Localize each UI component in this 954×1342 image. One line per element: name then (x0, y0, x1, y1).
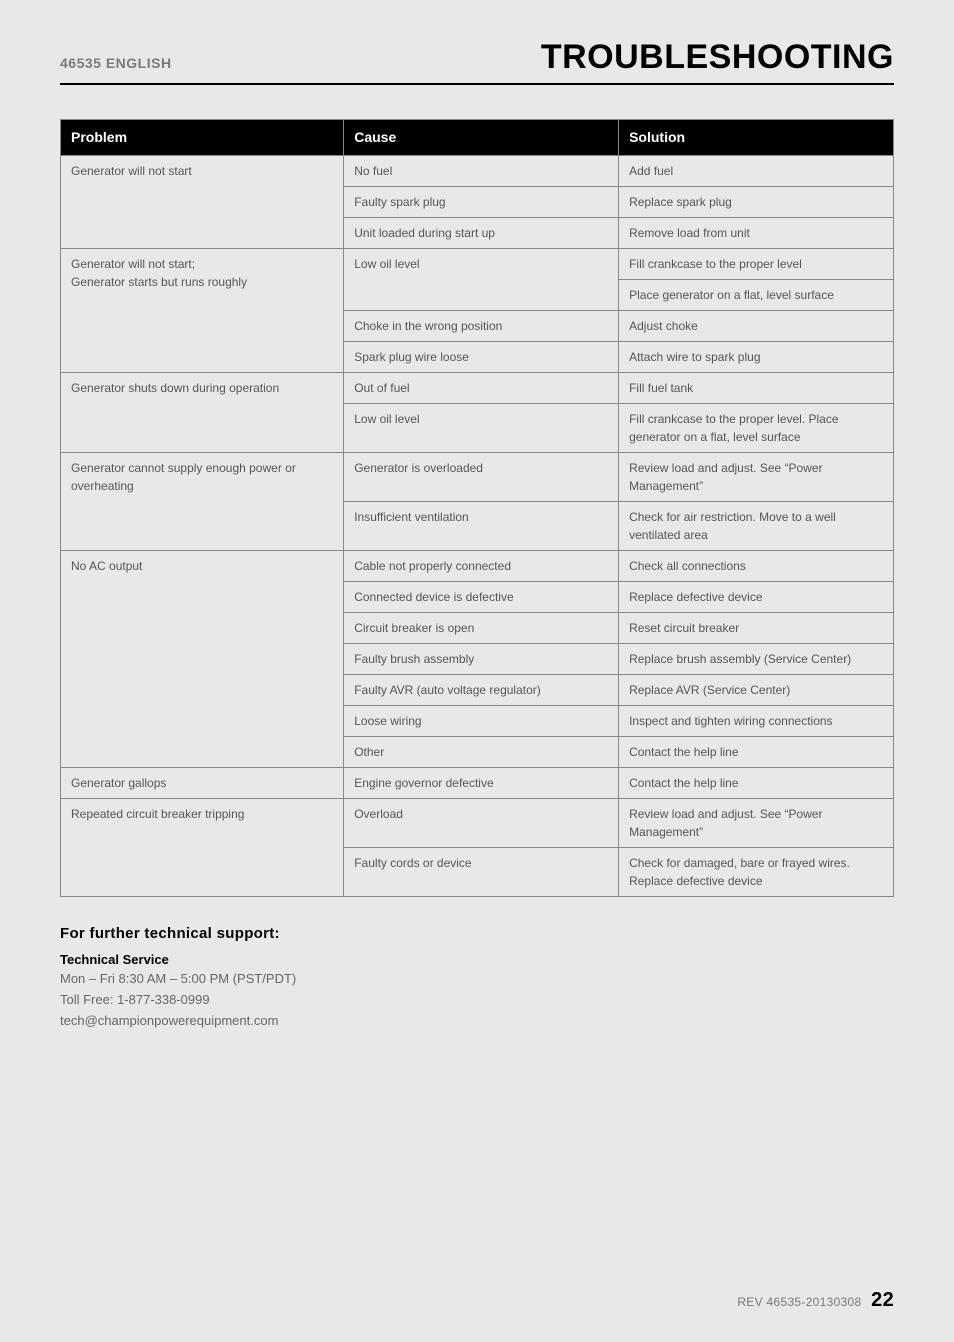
cell-solution: Replace spark plug (619, 187, 894, 218)
support-heading: For further technical support: (60, 925, 894, 942)
cell-cause: Spark plug wire loose (344, 342, 619, 373)
col-solution: Solution (619, 120, 894, 156)
col-problem: Problem (61, 120, 344, 156)
cell-solution: Fill crankcase to the proper level. Plac… (619, 404, 894, 453)
cell-problem: Generator cannot supply enough power or … (61, 453, 344, 551)
cell-solution: Review load and adjust. See “Power Manag… (619, 799, 894, 848)
table-header: Problem Cause Solution (61, 120, 894, 156)
cell-solution: Adjust choke (619, 311, 894, 342)
cell-solution: Attach wire to spark plug (619, 342, 894, 373)
support-section: For further technical support: Technical… (60, 925, 894, 1031)
header: 46535 ENGLISH TROUBLESHOOTING (60, 38, 894, 85)
language-label: ENGLISH (106, 55, 172, 71)
table-row: Generator cannot supply enough power or … (61, 453, 894, 502)
cell-solution: Contact the help line (619, 768, 894, 799)
cell-problem: Generator will not start (61, 156, 344, 249)
cell-cause: Faulty cords or device (344, 848, 619, 897)
cell-cause: Connected device is defective (344, 582, 619, 613)
cell-solution: Fill fuel tank (619, 373, 894, 404)
cell-solution: Remove load from unit (619, 218, 894, 249)
table-row: Repeated circuit breaker trippingOverloa… (61, 799, 894, 848)
support-subheading: Technical Service (60, 952, 894, 967)
cell-cause: Faulty brush assembly (344, 644, 619, 675)
cell-cause: Low oil level (344, 404, 619, 453)
cell-cause: Loose wiring (344, 706, 619, 737)
cell-cause: Generator is overloaded (344, 453, 619, 502)
cell-cause: Choke in the wrong position (344, 311, 619, 342)
cell-cause: Unit loaded during start up (344, 218, 619, 249)
cell-cause: Overload (344, 799, 619, 848)
revision-label: REV 46535-20130308 (737, 1295, 861, 1309)
cell-cause: Circuit breaker is open (344, 613, 619, 644)
support-email: tech@championpowerequipment.com (60, 1011, 894, 1032)
cell-cause: Out of fuel (344, 373, 619, 404)
support-hours: Mon – Fri 8:30 AM – 5:00 PM (PST/PDT) (60, 969, 894, 990)
cell-cause: No fuel (344, 156, 619, 187)
table-row: Generator will not start; Generator star… (61, 249, 894, 280)
cell-solution: Check for damaged, bare or frayed wires.… (619, 848, 894, 897)
footer: REV 46535-20130308 22 (60, 1289, 894, 1312)
support-phone: Toll Free: 1-877-338-0999 (60, 990, 894, 1011)
troubleshooting-table-container: Problem Cause Solution Generator will no… (60, 119, 894, 897)
col-cause: Cause (344, 120, 619, 156)
cell-cause: Cable not properly connected (344, 551, 619, 582)
page-title: TROUBLESHOOTING (541, 38, 894, 77)
cell-solution: Replace AVR (Service Center) (619, 675, 894, 706)
table-row: Generator will not startNo fuelAdd fuel (61, 156, 894, 187)
table-body: Generator will not startNo fuelAdd fuelF… (61, 156, 894, 897)
cell-problem: Repeated circuit breaker tripping (61, 799, 344, 897)
cell-cause: Faulty spark plug (344, 187, 619, 218)
cell-solution: Reset circuit breaker (619, 613, 894, 644)
cell-solution: Inspect and tighten wiring connections (619, 706, 894, 737)
page: 46535 ENGLISH TROUBLESHOOTING Problem Ca… (0, 0, 954, 1342)
cell-problem: Generator shuts down during operation (61, 373, 344, 453)
cell-cause: Low oil level (344, 249, 619, 311)
cell-cause: Insufficient ventilation (344, 502, 619, 551)
cell-problem: Generator gallops (61, 768, 344, 799)
cell-problem: No AC output (61, 551, 344, 768)
cell-cause: Faulty AVR (auto voltage regulator) (344, 675, 619, 706)
model-number: 46535 (60, 55, 101, 71)
cell-cause: Other (344, 737, 619, 768)
table-row: No AC outputCable not properly connected… (61, 551, 894, 582)
cell-solution: Replace defective device (619, 582, 894, 613)
model-language: 46535 ENGLISH (60, 55, 172, 71)
cell-cause: Engine governor defective (344, 768, 619, 799)
cell-solution: Add fuel (619, 156, 894, 187)
cell-solution: Fill crankcase to the proper level (619, 249, 894, 280)
troubleshooting-table: Problem Cause Solution Generator will no… (60, 119, 894, 897)
cell-solution: Check for air restriction. Move to a wel… (619, 502, 894, 551)
table-row: Generator shuts down during operationOut… (61, 373, 894, 404)
cell-solution: Contact the help line (619, 737, 894, 768)
cell-solution: Check all connections (619, 551, 894, 582)
cell-solution: Review load and adjust. See “Power Manag… (619, 453, 894, 502)
cell-problem: Generator will not start; Generator star… (61, 249, 344, 373)
page-number: 22 (871, 1289, 894, 1311)
cell-solution: Replace brush assembly (Service Center) (619, 644, 894, 675)
cell-solution: Place generator on a flat, level surface (619, 280, 894, 311)
table-row: Generator gallopsEngine governor defecti… (61, 768, 894, 799)
